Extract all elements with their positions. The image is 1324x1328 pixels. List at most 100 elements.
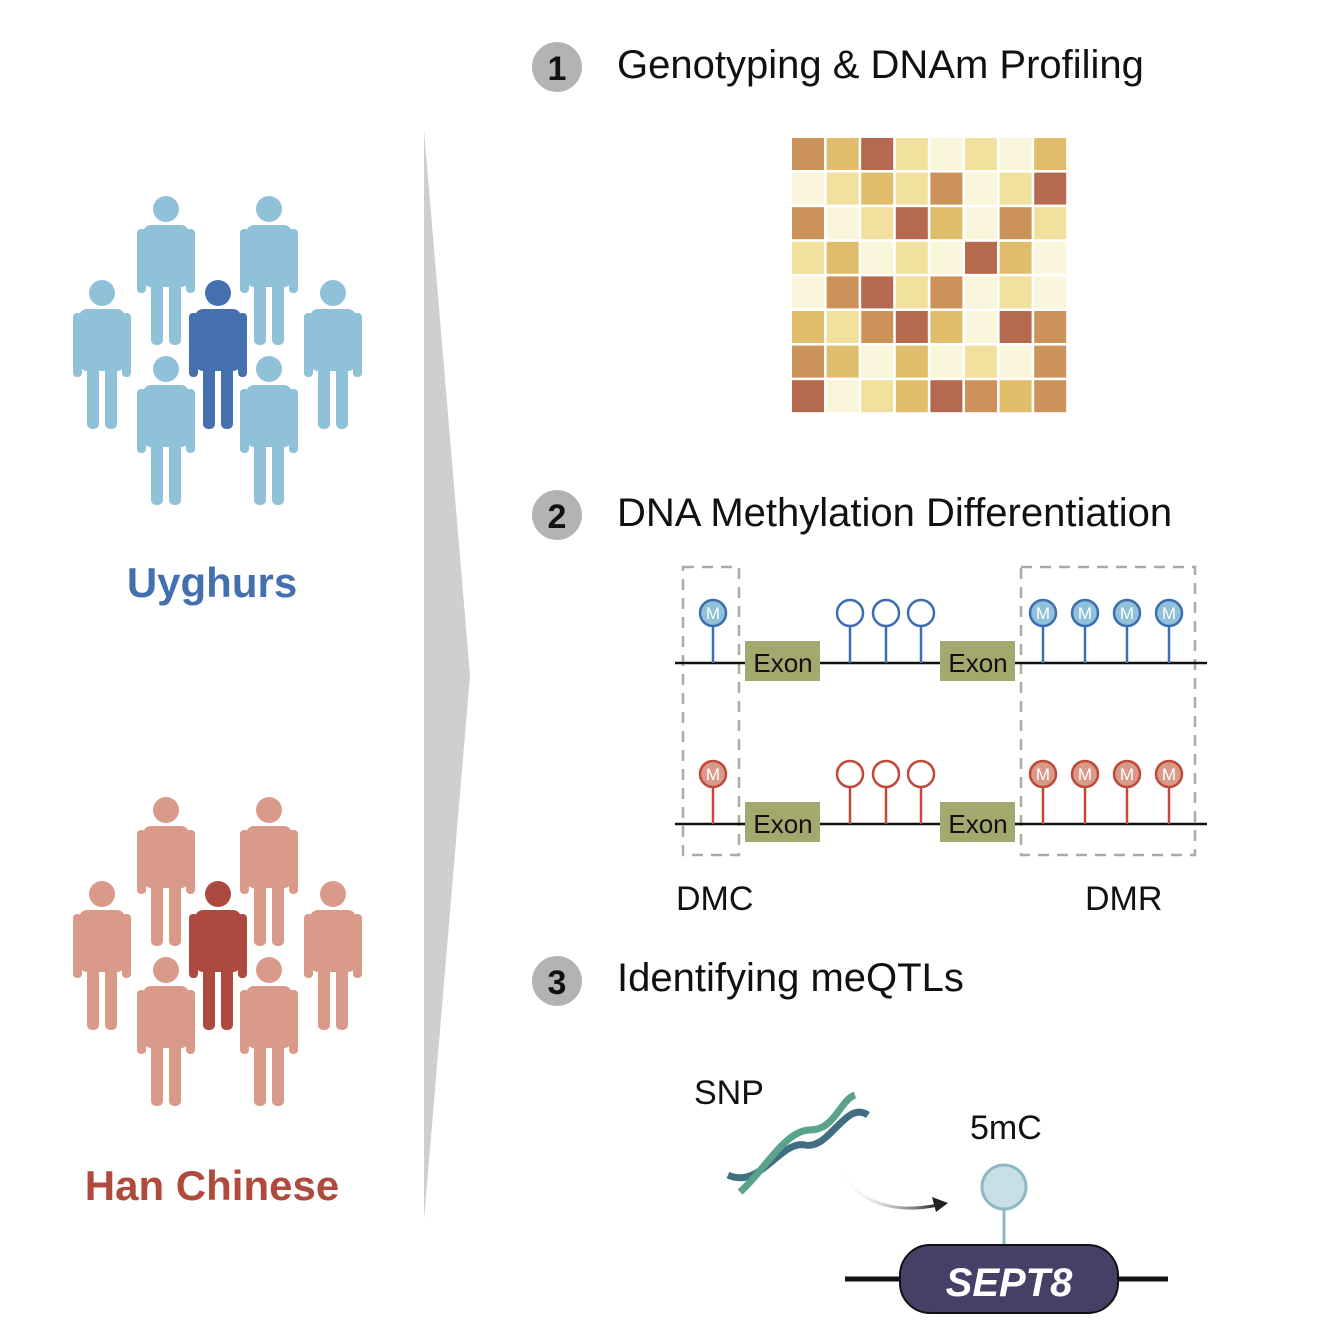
exon-label: Exon [753, 648, 812, 678]
exon-box [940, 802, 1015, 842]
heatmap-cell [826, 380, 859, 413]
heatmap-cell [826, 207, 859, 240]
methylated-cpg-icon [1112, 598, 1142, 628]
effect-arrow [836, 1161, 939, 1210]
heatmap-cell [1034, 276, 1067, 309]
methylated-cpg-icon [1070, 759, 1100, 789]
person-icon [189, 881, 247, 1030]
unmethylated-cpg-icon [835, 598, 865, 628]
person-icon [240, 356, 298, 505]
exon-box [745, 641, 820, 681]
arrow-head-icon [932, 1197, 948, 1212]
methylation-differentiation-panel: Exon Exon M M M M M Exon Exon M M M M M DMC DMR [675, 565, 1207, 918]
heatmap-cell [930, 172, 963, 205]
heatmap-cell [861, 241, 894, 274]
han-strand: Exon Exon M M M M M [675, 759, 1207, 842]
methyl-mark: M [1036, 604, 1050, 623]
exon-box [940, 641, 1015, 681]
heatmap-cell [792, 172, 824, 205]
heatmap-cell [895, 311, 928, 343]
heatmap-cell [895, 345, 928, 378]
methylated-cpg-icon [1070, 598, 1100, 628]
heatmap-cell [965, 138, 997, 170]
heatmap-cell [930, 345, 963, 378]
heatmap-cell [861, 138, 894, 170]
heatmap-cell [861, 380, 894, 413]
heatmap-cell [861, 311, 894, 343]
heatmap-cell [792, 380, 824, 413]
gene-box [899, 1244, 1119, 1314]
person-icon [73, 881, 131, 1030]
heatmap-cell [861, 172, 894, 205]
gene-label: SEPT8 [946, 1261, 1073, 1305]
methylated-cpg-icon [1154, 759, 1184, 789]
heatmap-cell [965, 241, 997, 274]
heatmap-cell [895, 276, 928, 309]
population-label-han: Han Chinese [85, 1162, 339, 1209]
heatmap-cell [1034, 380, 1067, 413]
heatmap-cell [895, 241, 928, 274]
person-icon [189, 280, 247, 429]
person-icon [137, 797, 195, 946]
person-icon [137, 196, 195, 345]
heatmap-cell [1034, 311, 1067, 343]
step-number: 2 [548, 498, 567, 536]
uyghur-strand: Exon Exon M M M M M [675, 598, 1207, 681]
snp-label: SNP [694, 1074, 764, 1112]
heatmap-cell [895, 172, 928, 205]
unmethylated-cpg-icon [906, 598, 936, 628]
unmethylated-cpg-icon [871, 759, 901, 789]
5mc-site-icon [980, 1163, 1028, 1211]
dna-helix-icon [726, 1091, 870, 1195]
methyl-mark: M [1078, 604, 1092, 623]
heatmap-cell [826, 138, 859, 170]
heatmap-cell [999, 311, 1032, 343]
heatmap-cell [1034, 138, 1067, 170]
heatmap-cell [826, 276, 859, 309]
heatmap-cell [861, 345, 894, 378]
han-population-icon [73, 797, 362, 1106]
dmc-label: DMC [676, 880, 753, 918]
unmethylated-cpg-icon [906, 759, 936, 789]
heatmap-cell [999, 345, 1032, 378]
heatmap-cell [826, 172, 859, 205]
methyl-mark: M [1036, 765, 1050, 784]
heatmap-cell [792, 311, 824, 343]
unmethylated-cpg-icon [871, 598, 901, 628]
heatmap-cell [930, 207, 963, 240]
step-title: Genotyping & DNAm Profiling [617, 43, 1144, 87]
person-icon [304, 280, 362, 429]
step-title: DNA Methylation Differentiation [617, 491, 1172, 535]
person-icon [240, 957, 298, 1106]
flow-arrow-chevron [424, 130, 470, 1220]
methylated-cpg-icon [1028, 598, 1058, 628]
dnam-heatmap [792, 138, 1067, 413]
heatmap-cell [861, 276, 894, 309]
methylated-cpg-icon [1154, 598, 1184, 628]
heatmap-cell [792, 241, 824, 274]
person-icon [137, 356, 195, 505]
heatmap-cell [999, 380, 1032, 413]
heatmap-cell [930, 311, 963, 343]
person-icon [137, 957, 195, 1106]
heatmap-cell [965, 380, 997, 413]
meqtl-panel: SNP 5mC SEPT8 [694, 1074, 1168, 1314]
step-number-badge [532, 956, 582, 1006]
heatmap-cell [1034, 172, 1067, 205]
methylated-cpg-icon [698, 598, 728, 628]
exon-label: Exon [948, 809, 1007, 839]
dmc-dashed-box [681, 565, 741, 857]
methyl-mark: M [1162, 604, 1176, 623]
heatmap-cell [1034, 241, 1067, 274]
step-number: 3 [548, 964, 567, 1002]
methyl-mark: M [706, 765, 720, 784]
exon-box [745, 802, 820, 842]
person-icon [240, 196, 298, 345]
heatmap-cell [826, 311, 859, 343]
heatmap-cell [965, 172, 997, 205]
step-3-header: 3 Identifying meQTLs [532, 956, 964, 1006]
step-number: 1 [548, 50, 567, 88]
step-number-badge [532, 42, 582, 92]
heatmap-cell [999, 138, 1032, 170]
dmr-dashed-box [1019, 565, 1197, 857]
